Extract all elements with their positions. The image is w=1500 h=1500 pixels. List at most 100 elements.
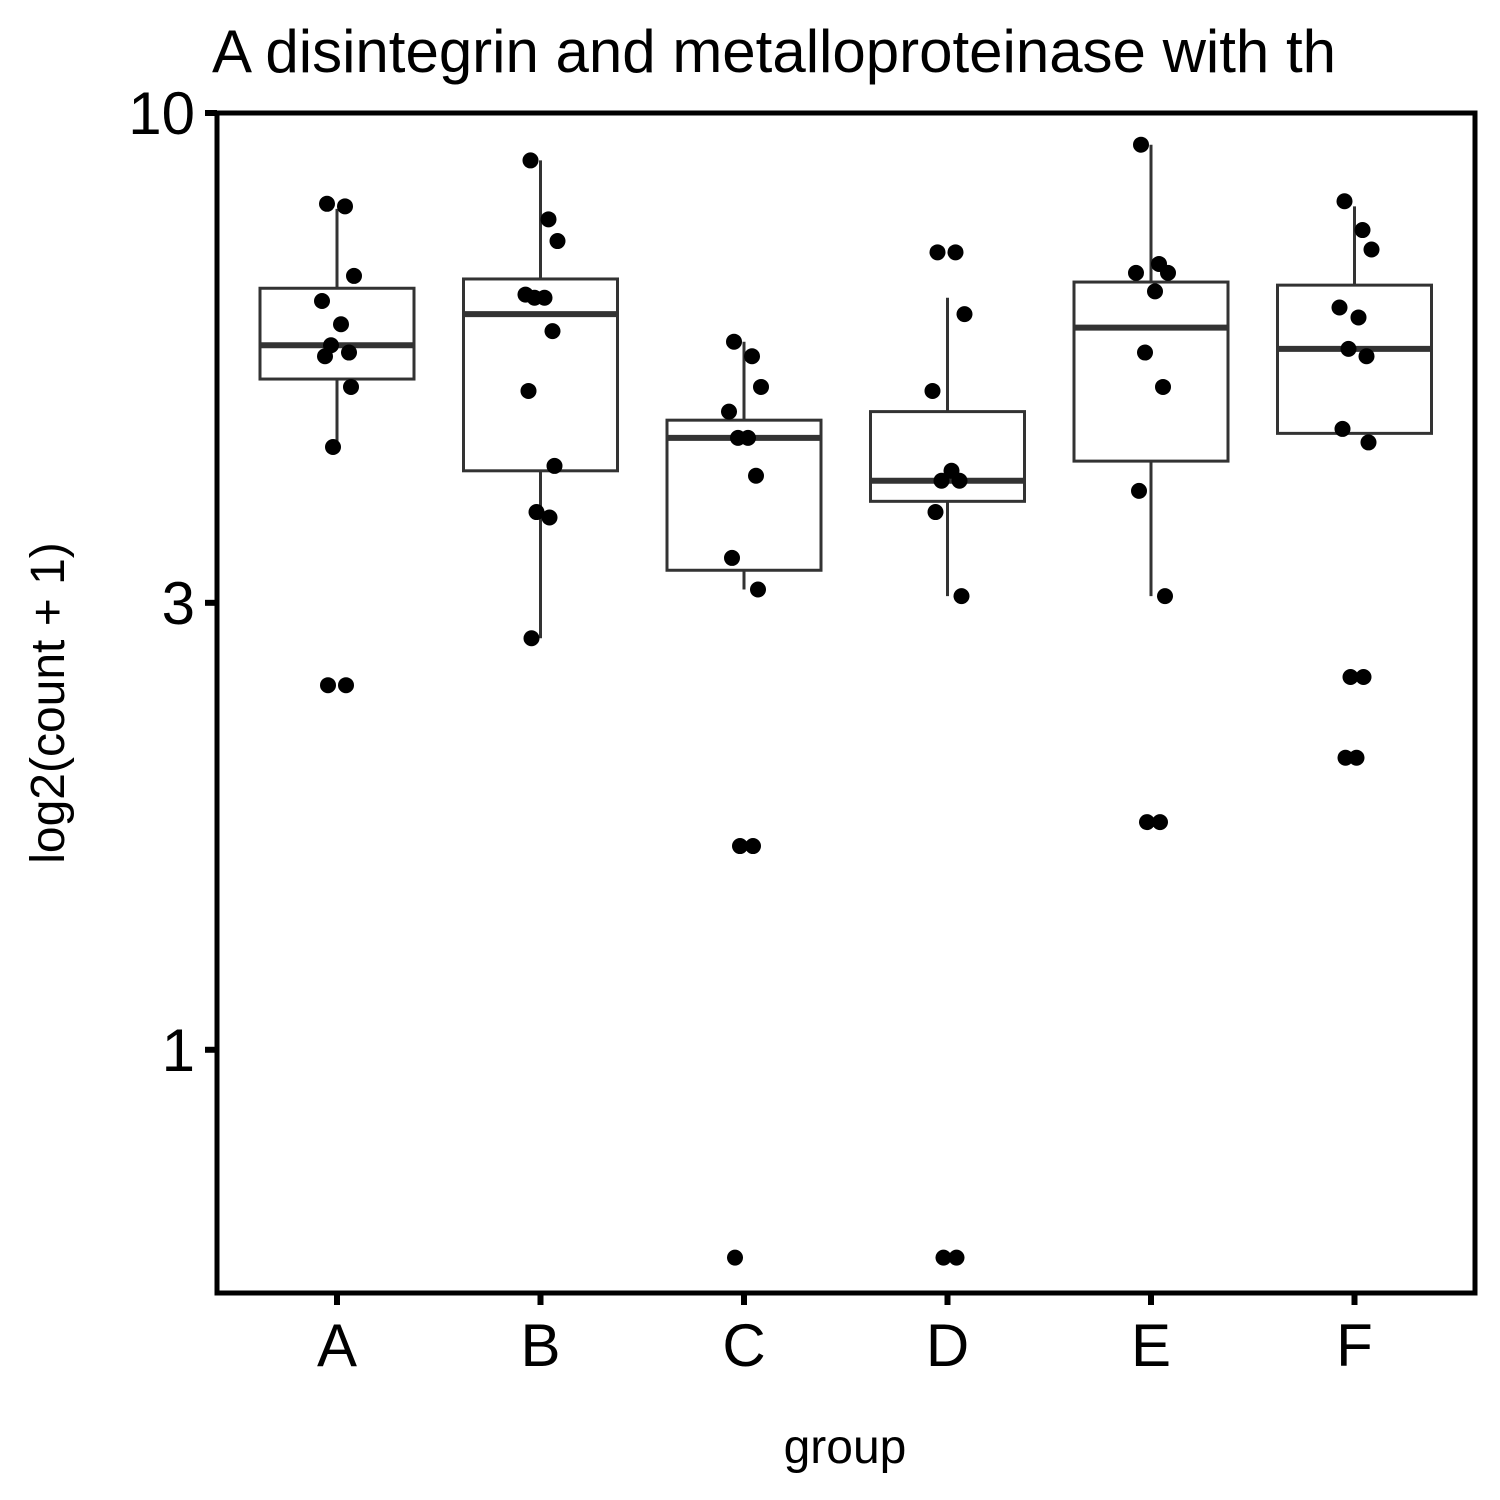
- data-point: [1152, 814, 1168, 831]
- data-point: [520, 382, 537, 399]
- points-F: [1331, 193, 1380, 766]
- data-point: [338, 677, 354, 694]
- y-tick-label: 10: [128, 80, 195, 147]
- data-point: [1348, 749, 1365, 766]
- data-point: [333, 316, 349, 333]
- points-C: [721, 333, 769, 1266]
- data-point: [927, 504, 944, 521]
- data-point: [1336, 193, 1353, 210]
- data-point: [523, 630, 540, 647]
- data-point: [526, 289, 543, 306]
- points-D: [924, 244, 973, 1266]
- data-point: [341, 344, 357, 361]
- data-point: [522, 152, 539, 169]
- box-C: [665, 341, 823, 590]
- data-point: [544, 323, 561, 340]
- data-point: [1160, 264, 1176, 281]
- box-body: [462, 277, 619, 473]
- points-E: [1128, 136, 1176, 831]
- x-tick-label: E: [1131, 1312, 1171, 1379]
- data-point: [935, 1249, 952, 1266]
- data-point: [541, 509, 558, 526]
- data-point: [953, 588, 970, 605]
- chart-title: A disintegrin and metalloproteinase with…: [212, 18, 1336, 85]
- y-axis-title: log2(count + 1): [22, 542, 75, 864]
- data-point: [1334, 420, 1351, 437]
- y-tick-label: 3: [162, 570, 195, 637]
- data-point: [1133, 136, 1149, 153]
- data-point: [750, 581, 766, 598]
- data-point: [745, 838, 761, 855]
- data-point: [947, 244, 964, 261]
- box-D: [869, 297, 1026, 597]
- box-body: [869, 410, 1026, 503]
- data-point: [1157, 588, 1173, 605]
- x-tick-label: C: [722, 1312, 765, 1379]
- data-point: [540, 211, 557, 228]
- data-point: [951, 472, 968, 489]
- data-point: [528, 504, 545, 521]
- x-tick-label: A: [317, 1312, 357, 1379]
- data-point: [1137, 344, 1153, 361]
- data-point: [1340, 340, 1357, 357]
- data-point: [1331, 299, 1348, 316]
- data-point: [1358, 348, 1375, 365]
- boxes-layer: [258, 144, 1433, 639]
- data-point: [1337, 749, 1354, 766]
- data-point: [1139, 814, 1155, 831]
- points-layer: [314, 136, 1380, 1266]
- data-point: [1355, 668, 1372, 685]
- x-tick-label: D: [926, 1312, 969, 1379]
- box-body: [258, 286, 416, 381]
- box-B: [462, 160, 619, 639]
- box-A: [258, 208, 416, 448]
- y-tick-label: 1: [162, 1017, 195, 1084]
- data-point: [319, 195, 335, 212]
- data-point: [1131, 482, 1147, 499]
- data-point: [724, 549, 740, 566]
- data-point: [924, 382, 941, 399]
- box-body: [1072, 280, 1230, 463]
- data-point: [1155, 378, 1171, 395]
- data-point: [727, 1249, 743, 1266]
- box-E: [1072, 144, 1230, 597]
- data-point: [929, 244, 946, 261]
- data-point: [320, 677, 336, 694]
- y-axis: 1 3 10: [128, 80, 217, 1084]
- data-point: [730, 429, 746, 446]
- data-point: [325, 439, 341, 456]
- data-point: [317, 348, 333, 365]
- x-tick-label: F: [1336, 1312, 1373, 1379]
- x-tick-label: B: [520, 1312, 560, 1379]
- plot-panel: [214, 110, 1478, 1296]
- box-body: [665, 418, 823, 572]
- box-F: [1276, 206, 1433, 435]
- data-point: [1363, 241, 1380, 258]
- data-point: [337, 198, 353, 215]
- data-point: [933, 472, 950, 489]
- data-point: [1350, 309, 1367, 326]
- data-point: [948, 1249, 965, 1266]
- points-A: [314, 195, 362, 694]
- data-point: [1128, 264, 1144, 281]
- points-B: [517, 152, 566, 647]
- box-body: [1276, 283, 1433, 435]
- data-point: [744, 348, 760, 365]
- data-point: [1147, 283, 1163, 300]
- data-point: [314, 292, 330, 309]
- data-point: [726, 333, 742, 350]
- data-point: [549, 233, 566, 250]
- data-point: [732, 838, 748, 855]
- data-point: [1360, 434, 1377, 451]
- data-point: [1354, 222, 1371, 239]
- x-axis-title: group: [784, 1421, 907, 1474]
- data-point: [343, 378, 359, 395]
- data-point: [956, 306, 973, 323]
- data-point: [1342, 668, 1359, 685]
- data-point: [546, 457, 563, 474]
- data-point: [753, 378, 769, 395]
- data-point: [748, 467, 764, 484]
- data-point: [346, 267, 362, 284]
- data-point: [721, 403, 737, 420]
